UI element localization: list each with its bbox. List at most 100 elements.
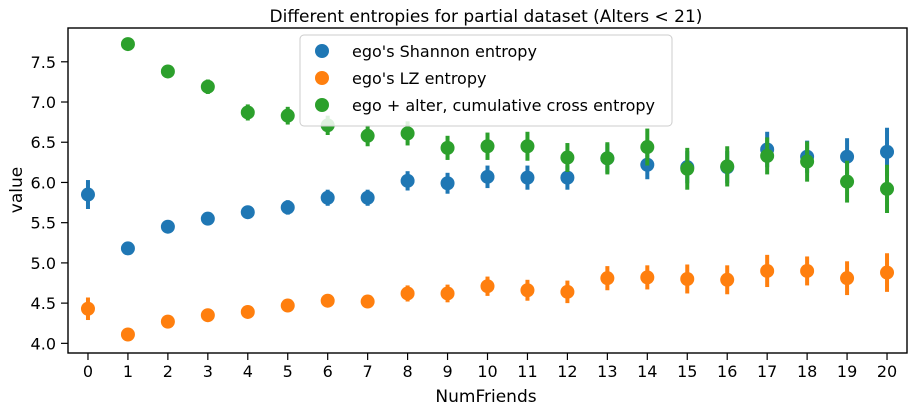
data-point <box>360 190 375 205</box>
data-point <box>440 176 455 191</box>
x-tick-label: 4 <box>243 362 253 381</box>
axes: 0 1 2 3 4 5 6 7 8 9 10 11 12 13 14 15 16 17 18 19 204.04.55.… <box>31 53 898 381</box>
legend-marker <box>315 71 329 85</box>
x-tick-label: 9 <box>442 362 452 381</box>
data-point <box>760 263 775 278</box>
x-tick-label: 12 <box>557 362 577 381</box>
y-axis-label: value <box>7 167 27 213</box>
x-tick-label: 0 <box>83 362 93 381</box>
data-point <box>480 279 495 294</box>
data-point <box>480 139 495 154</box>
x-tick-label: 16 <box>717 362 737 381</box>
legend-box <box>299 34 673 127</box>
data-point <box>360 128 375 143</box>
data-point <box>120 241 135 256</box>
y-tick-label: 7.5 <box>31 53 56 72</box>
data-point <box>280 298 295 313</box>
data-point <box>200 308 215 323</box>
legend: ego's Shannon entropy ego's LZ entropy ego… <box>299 34 673 127</box>
data-point <box>680 161 695 176</box>
data-point <box>400 126 415 141</box>
data-point <box>160 314 175 329</box>
y-tick-label: 5.5 <box>31 214 56 233</box>
x-tick-label: 13 <box>597 362 617 381</box>
data-point <box>840 271 855 286</box>
data-point <box>480 169 495 184</box>
x-tick-label: 2 <box>163 362 173 381</box>
data-point <box>800 263 815 278</box>
legend-marker <box>315 44 329 58</box>
data-point <box>720 159 735 174</box>
data-point <box>600 271 615 286</box>
y-tick-label: 4.0 <box>31 334 56 353</box>
data-point <box>200 79 215 94</box>
data-point <box>560 150 575 165</box>
y-tick-label: 6.5 <box>31 133 56 152</box>
chart-title: Different entropies for partial dataset … <box>270 7 703 27</box>
legend-label: ego's Shannon entropy <box>352 42 537 61</box>
data-point <box>440 140 455 155</box>
plot-border <box>67 27 908 354</box>
data-point <box>160 64 175 79</box>
series-3 <box>120 37 895 214</box>
data-point <box>640 270 655 285</box>
series-2 <box>80 253 895 342</box>
data-point <box>400 286 415 301</box>
data-point <box>120 327 135 342</box>
x-tick-label: 10 <box>477 362 497 381</box>
data-point <box>880 181 895 196</box>
data-point <box>200 211 215 226</box>
data-point <box>320 293 335 308</box>
x-tick-label: 7 <box>363 362 373 381</box>
x-tick-label: 11 <box>517 362 537 381</box>
data-point <box>400 173 415 188</box>
x-tick-label: 8 <box>403 362 413 381</box>
data-point <box>640 140 655 155</box>
x-tick-label: 14 <box>637 362 657 381</box>
legend-label: ego + alter, cumulative cross entropy <box>352 96 655 115</box>
data-point <box>600 151 615 166</box>
data-marks <box>80 37 895 342</box>
data-point <box>80 187 95 202</box>
data-point <box>560 284 575 299</box>
data-point <box>360 294 375 309</box>
data-point <box>160 219 175 234</box>
x-tick-label: 20 <box>877 362 897 381</box>
data-point <box>520 283 535 298</box>
data-point <box>280 200 295 215</box>
data-point <box>240 105 255 120</box>
data-point <box>800 154 815 169</box>
data-point <box>240 205 255 220</box>
x-tick-label: 6 <box>323 362 333 381</box>
y-tick-label: 4.5 <box>31 294 56 313</box>
legend-label: ego's LZ entropy <box>352 69 486 88</box>
y-tick-label: 7.0 <box>31 93 56 112</box>
data-point <box>680 271 695 286</box>
legend-marker <box>315 98 329 112</box>
data-point <box>80 301 95 316</box>
data-point <box>120 37 135 52</box>
data-point <box>240 304 255 319</box>
x-tick-label: 15 <box>677 362 697 381</box>
plot-frame <box>67 27 908 354</box>
data-point <box>280 108 295 123</box>
data-point <box>440 286 455 301</box>
data-point <box>320 190 335 205</box>
x-tick-label: 18 <box>797 362 817 381</box>
data-point <box>560 170 575 185</box>
x-tick-label: 19 <box>837 362 857 381</box>
data-point <box>840 174 855 189</box>
x-tick-label: 1 <box>123 362 133 381</box>
data-point <box>520 170 535 185</box>
y-tick-label: 6.0 <box>31 173 56 192</box>
x-tick-label: 5 <box>283 362 293 381</box>
data-point <box>840 149 855 164</box>
x-tick-label: 3 <box>203 362 213 381</box>
data-point <box>720 272 735 287</box>
x-axis-label: NumFriends <box>435 387 536 407</box>
data-point <box>520 139 535 154</box>
data-point <box>760 148 775 163</box>
x-tick-label: 17 <box>757 362 777 381</box>
data-point <box>880 144 895 159</box>
